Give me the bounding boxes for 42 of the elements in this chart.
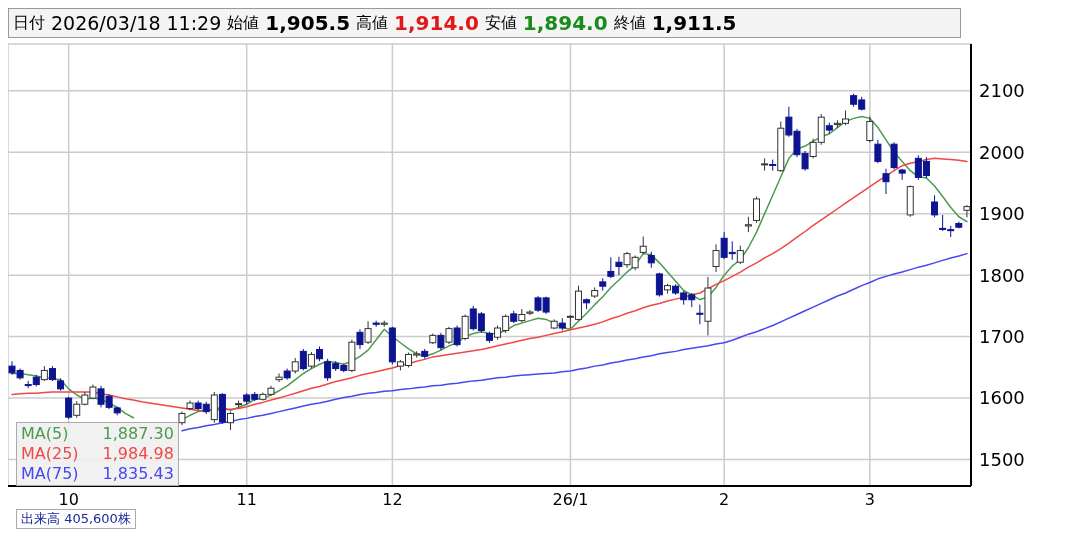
text: MA(75) (21, 464, 79, 484)
y-tick-label: 1600 (979, 387, 1025, 409)
candlestick (607, 256, 615, 279)
y-tick-label: 1800 (979, 264, 1025, 286)
y-tick-label: 2100 (979, 80, 1025, 102)
candlestick (931, 194, 939, 218)
candlestick (356, 328, 364, 350)
line-series (181, 252, 968, 432)
candlestick (753, 195, 760, 224)
x-tick-label: 10 (58, 490, 79, 510)
text: MA(25) (21, 444, 79, 464)
line-series (11, 157, 968, 412)
y-tick-label: 1900 (979, 203, 1025, 225)
candlestick (736, 245, 744, 265)
y-tick-label: 2000 (979, 141, 1025, 163)
x-tick-label: 2 (719, 490, 730, 510)
candlestick (874, 139, 882, 164)
candlestick (299, 348, 307, 371)
series-label: MA(5) (21, 424, 69, 444)
candlestick (696, 304, 704, 325)
y-tick-label: 1500 (979, 448, 1025, 470)
candlestick (882, 168, 890, 195)
chart-title: 日付 2026/03/18 11:29 始値 1,905.5 高値 1,914.0 安値 1,894.0 終値 1,911.5 (13, 11, 737, 35)
y-tick-label: 1700 (979, 326, 1025, 348)
candlestick (712, 243, 720, 273)
candlestick (461, 313, 469, 341)
x-tick-label: 11 (236, 490, 257, 510)
candlestick (963, 204, 971, 218)
text: 出来高 405,600株 (16, 509, 136, 529)
candlestick (890, 141, 898, 170)
annotation: 1,887.30 (102, 424, 174, 444)
candlestick (227, 411, 234, 431)
candlestick (866, 116, 874, 143)
x-tick-label: 3 (864, 490, 875, 510)
candlestick (364, 320, 372, 345)
x-tick-label: 26/1 (552, 490, 589, 510)
x-tick-label: 12 (382, 490, 403, 510)
annotation: 1,835.43 (102, 464, 174, 484)
annotation: 1,984.98 (102, 444, 174, 464)
candlestick (453, 325, 461, 347)
candlestick (615, 256, 623, 276)
candlestick (275, 373, 283, 383)
